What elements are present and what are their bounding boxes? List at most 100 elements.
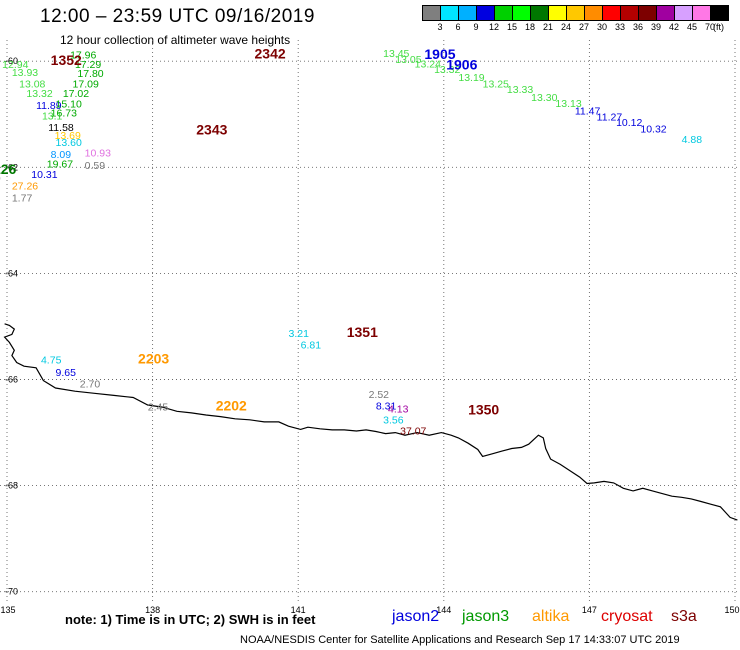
color-scale-label: 70 (704, 22, 716, 32)
color-scale-label: 39 (650, 22, 662, 32)
color-swatch (675, 6, 693, 20)
wave-height-value: 19.67 (47, 158, 73, 170)
longitude-label: 138 (145, 605, 160, 615)
wave-height-value: 13.30 (531, 92, 557, 104)
wave-height-value: 17.09 (73, 79, 99, 91)
wave-height-value: 13.1 (42, 111, 63, 123)
color-scale-label: 12 (488, 22, 500, 32)
longitude-label: 135 (0, 605, 15, 615)
wave-height-value: 9.65 (56, 367, 77, 379)
wave-height-value: 2.70 (80, 378, 101, 390)
legend-item-jason2: jason2 (392, 608, 440, 625)
color-swatch (423, 6, 441, 20)
color-swatch (531, 6, 549, 20)
wave-height-value: 0.59 (0, 173, 1, 185)
wave-height-value: 13.32 (26, 88, 52, 100)
wave-height-value: 17.96 (70, 50, 96, 62)
pass-time-label: 2343 (196, 121, 227, 137)
wave-height-value: 11.47 (575, 105, 601, 117)
wave-height-value: 2.45 (148, 401, 169, 413)
color-swatch (477, 6, 495, 20)
pass-time-label: 2202 (216, 397, 247, 413)
wave-height-value: 13.45 (383, 48, 409, 60)
color-swatch (459, 6, 477, 20)
wave-height-value: 13.05 (395, 54, 421, 66)
antarctic-coastline (3, 323, 738, 521)
wave-height-value: 13.19 (458, 72, 484, 84)
wave-height-value: 13.25 (483, 79, 509, 91)
color-swatch (585, 6, 603, 20)
wave-height-value: 13.32 (434, 64, 460, 76)
pass-time-label: 1350 (468, 402, 499, 418)
color-scale-label: 9 (473, 22, 479, 32)
color-scale-unit: (ft) (713, 22, 724, 32)
longitude-label: 150 (724, 605, 739, 615)
color-scale-label: 42 (668, 22, 680, 32)
latitude-label: -60 (5, 56, 18, 66)
color-swatch (621, 6, 639, 20)
legend-item-cryosat: cryosat (601, 608, 653, 625)
wave-height-value: 17.29 (75, 59, 101, 71)
wave-height-value: 4.13 (388, 403, 409, 415)
page-subtitle: 12 hour collection of altimeter wave hei… (60, 33, 291, 47)
wave-height-value: 13.08 (19, 79, 45, 91)
wave-height-value: 12.94 (2, 59, 28, 71)
observation-labels: 12.9413.9313.0813.3211.8913.111.5813.691… (0, 48, 740, 438)
color-swatch (513, 6, 531, 20)
wave-height-value: 11.89 (36, 100, 62, 112)
legend-item-s3a: s3a (671, 608, 697, 625)
color-scale-label: 27 (578, 22, 590, 32)
legend-item-altika: altika (532, 608, 570, 625)
longitude-label: 141 (291, 605, 306, 615)
lat-lon-grid (0, 40, 740, 603)
credit-line: NOAA/NESDIS Center for Satellite Applica… (240, 634, 680, 646)
color-scale-label: 18 (524, 22, 536, 32)
pass-time-label: 1352 (51, 52, 82, 68)
wave-height-value: 1.77 (12, 192, 33, 204)
legend-item-jason3: jason3 (462, 608, 510, 625)
pass-time-label: 2203 (138, 351, 169, 367)
pass-time-label: 1351 (347, 324, 378, 340)
latitude-label: -62 (5, 162, 18, 172)
color-swatch (495, 6, 513, 20)
pass-time-label: 1906 (446, 57, 477, 73)
color-scale-label: 30 (596, 22, 608, 32)
color-scale-bar (422, 5, 729, 21)
color-scale-label: 45 (686, 22, 698, 32)
axis-labels: -60 -62 -64 -66 -68 -70 135 138 141 144 147 150 (0, 56, 739, 615)
color-swatch (603, 6, 621, 20)
pass-time-label: 1905 (424, 46, 455, 62)
wave-height-value: 11.58 (48, 122, 74, 134)
wave-height-value: 10.31 (31, 169, 57, 181)
wave-height-value: 16.73 (51, 107, 77, 119)
color-swatch (639, 6, 657, 20)
wave-height-value: 6.81 (301, 340, 322, 352)
wave-height-value: 17.80 (77, 68, 103, 80)
latitude-label: -70 (5, 587, 18, 597)
wave-height-value: 3.21 (288, 328, 309, 340)
wave-height-value: 13.24 (415, 59, 441, 71)
wave-height-value: 17.02 (63, 88, 89, 100)
color-swatch (441, 6, 459, 20)
color-scale-label: 33 (614, 22, 626, 32)
wave-height-value: 13.93 (12, 67, 38, 79)
color-scale-label: 24 (560, 22, 572, 32)
longitude-label: 147 (582, 605, 597, 615)
color-scale-label: 36 (632, 22, 644, 32)
longitude-label: 144 (436, 605, 451, 615)
wave-height-value: 15.10 (56, 98, 82, 110)
color-swatch (711, 6, 728, 20)
latitude-label: -68 (5, 481, 18, 491)
color-scale-label: 15 (506, 22, 518, 32)
wave-height-value: 37.07 (400, 426, 426, 438)
wave-height-value: 10.12 (616, 117, 642, 129)
latitude-label: -66 (5, 375, 18, 385)
track-labels: 1352234223431905190621252126234421011351… (0, 46, 499, 418)
wave-height-value: 10.93 (85, 148, 111, 160)
wave-height-value: 4.75 (41, 355, 62, 367)
color-scale-label: 3 (437, 22, 443, 32)
pass-time-label: 2126 (0, 161, 17, 177)
wave-height-value: 2.52 (369, 389, 390, 401)
